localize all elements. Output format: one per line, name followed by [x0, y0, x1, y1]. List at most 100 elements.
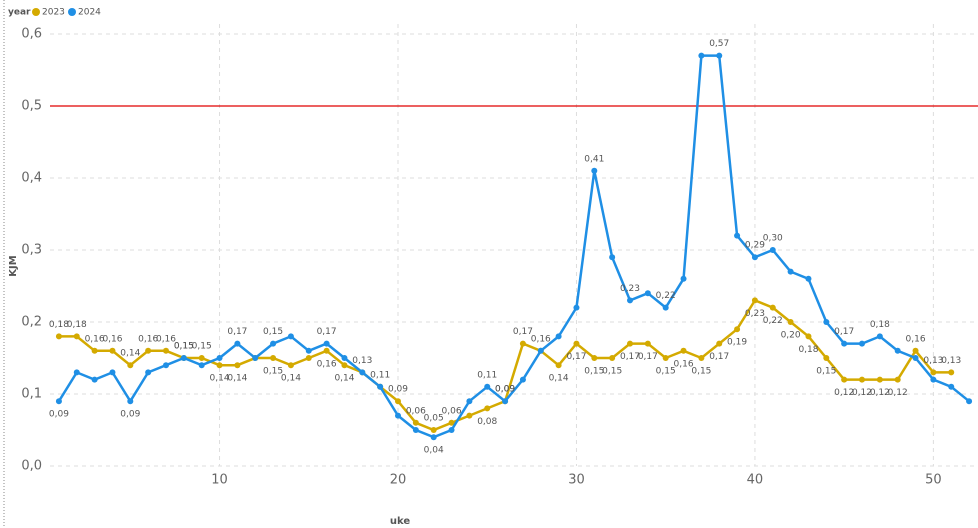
data-point — [823, 319, 830, 325]
data-point — [769, 304, 776, 311]
data-point — [948, 369, 955, 376]
data-point — [91, 347, 98, 354]
data-label: 0,14 — [120, 349, 140, 359]
data-point — [430, 434, 437, 441]
data-point — [109, 347, 116, 354]
data-label: 0,16 — [674, 359, 694, 369]
data-point — [270, 340, 277, 347]
data-point — [680, 275, 687, 282]
legend-title: year — [8, 8, 31, 18]
data-point — [751, 297, 758, 304]
x-tick-label: 10 — [211, 473, 228, 488]
data-point — [805, 275, 812, 282]
data-point — [698, 52, 705, 59]
data-point — [627, 340, 633, 347]
data-label: 0,15 — [656, 367, 676, 377]
data-point — [680, 347, 687, 354]
data-point — [145, 347, 152, 354]
data-point — [894, 347, 901, 354]
data-label: 0,18 — [67, 320, 87, 330]
data-point — [769, 247, 776, 253]
data-point — [876, 333, 883, 340]
data-point — [198, 362, 205, 369]
data-point — [430, 427, 437, 433]
data-point — [341, 355, 348, 361]
data-point — [841, 376, 848, 383]
data-point — [644, 340, 651, 347]
data-point — [55, 333, 62, 340]
data-label: 0,06 — [442, 406, 462, 416]
data-point — [609, 355, 616, 361]
data-label: 0,18 — [798, 345, 818, 355]
data-label: 0,11 — [370, 370, 390, 380]
data-label: 0,16 — [531, 334, 551, 344]
x-axis-title: uke — [390, 516, 411, 527]
data-point — [787, 319, 794, 325]
data-label: 0,09 — [388, 385, 408, 395]
data-point — [287, 333, 294, 340]
y-tick-label: 0,1 — [21, 387, 42, 402]
data-label: 0,57 — [709, 39, 729, 49]
data-point — [73, 333, 80, 340]
data-point — [198, 355, 205, 361]
data-point — [323, 340, 330, 347]
data-label: 0,16 — [317, 359, 337, 369]
data-point — [412, 427, 419, 433]
data-point — [876, 376, 883, 383]
data-point — [805, 333, 812, 340]
data-point — [341, 362, 348, 369]
data-point — [912, 355, 919, 361]
data-label: 0,15 — [584, 367, 604, 377]
data-point — [305, 355, 312, 361]
data-label: 0,15 — [602, 367, 622, 377]
data-point — [930, 369, 937, 376]
data-point — [234, 362, 241, 369]
data-label: 0,12 — [888, 388, 908, 398]
data-point — [859, 340, 865, 347]
data-point — [216, 355, 223, 361]
data-point — [859, 376, 865, 383]
y-tick-label: 0,2 — [21, 315, 42, 330]
x-tick-label: 20 — [390, 473, 407, 488]
y-axis-title: KJM — [8, 255, 19, 276]
data-label: 0,08 — [477, 417, 497, 427]
data-label: 0,15 — [174, 342, 194, 352]
data-point — [180, 355, 187, 361]
data-point — [662, 355, 669, 361]
data-point — [716, 340, 723, 347]
data-point — [948, 383, 955, 390]
data-label: 0,18 — [870, 320, 890, 330]
data-point — [359, 369, 366, 376]
y-tick-label: 0,0 — [21, 459, 42, 474]
data-label: 0,23 — [620, 284, 640, 294]
data-label: 0,06 — [406, 406, 426, 416]
data-point — [894, 376, 901, 383]
data-label: 0,12 — [870, 388, 890, 398]
y-tick-label: 0,6 — [21, 27, 42, 42]
data-point — [412, 419, 419, 426]
y-tick-label: 0,4 — [21, 171, 42, 186]
data-label: 0,17 — [620, 352, 640, 362]
data-label: 0,17 — [227, 327, 247, 337]
data-point — [395, 398, 401, 405]
data-point — [591, 167, 598, 174]
data-point — [519, 376, 526, 383]
data-point — [591, 355, 598, 361]
data-point — [127, 362, 134, 369]
data-point — [448, 419, 455, 426]
data-label: 0,14 — [549, 374, 569, 384]
data-label: 0,14 — [334, 374, 354, 384]
data-label: 0,19 — [727, 338, 747, 348]
data-point — [555, 333, 562, 340]
data-label: 0,17 — [709, 352, 729, 362]
data-point — [252, 355, 259, 361]
data-label: 0,17 — [638, 352, 658, 362]
data-label: 0,16 — [85, 334, 105, 344]
data-point — [930, 376, 937, 383]
y-tick-label: 0,5 — [21, 99, 42, 114]
data-point — [537, 347, 544, 354]
data-label: 0,17 — [317, 327, 337, 337]
data-point — [609, 254, 616, 261]
data-label: 0,13 — [941, 356, 961, 366]
data-point — [698, 355, 705, 361]
